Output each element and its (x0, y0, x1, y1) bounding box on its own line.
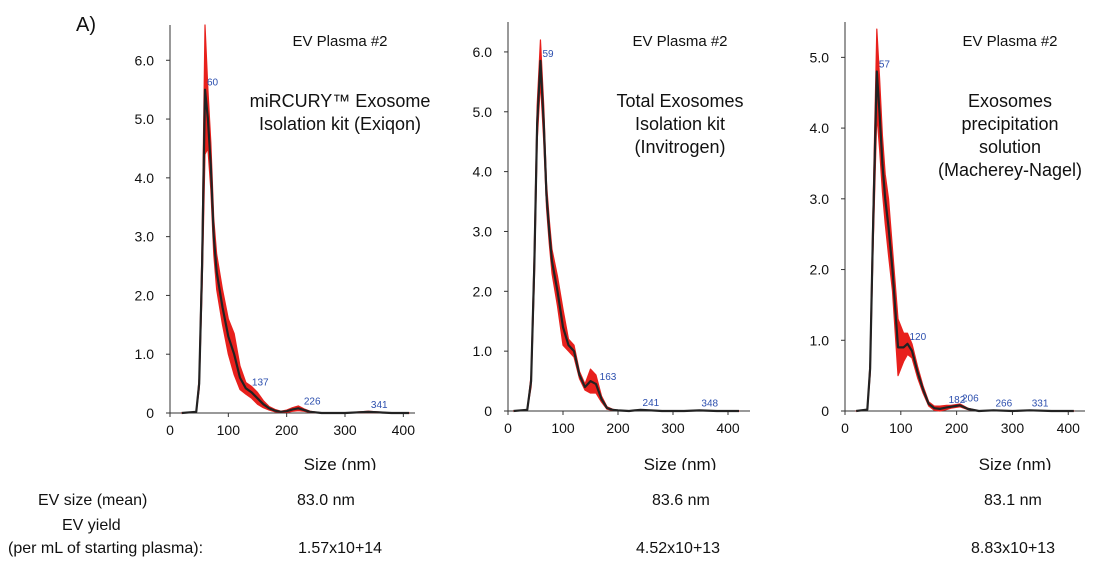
ev-yield-value-2: 4.52x10+13 (636, 540, 721, 557)
ev-size-value-2: 83.6 nm (652, 492, 710, 509)
y-tick-label: 3.0 (473, 223, 493, 239)
peak-label: 241 (643, 398, 660, 409)
peak-label: 137 (252, 377, 269, 388)
y-tick-label: 5.0 (810, 49, 830, 65)
y-tick-label: 5.0 (135, 111, 155, 127)
error-band (181, 24, 410, 414)
y-tick-label: 1.0 (473, 343, 493, 359)
x-axis-label: Size (nm) (304, 455, 377, 470)
method-label: (Macherey-Nagel) (938, 160, 1082, 180)
ev-yield-value-3: 8.83x10+13 (971, 540, 1056, 557)
chart-title: EV Plasma #2 (632, 33, 727, 50)
mean-line (856, 70, 1074, 413)
x-tick-label: 100 (217, 422, 241, 438)
method-label: Exosomes (968, 91, 1052, 111)
peak-label: 206 (962, 393, 979, 404)
x-axis-label: Size (nm) (644, 455, 717, 470)
mean-line (181, 88, 410, 415)
ev-yield-value-1: 1.57x10+14 (298, 540, 383, 557)
peak-label: 348 (701, 398, 718, 409)
method-label: Total Exosomes (616, 91, 743, 111)
method-label: Isolation kit (635, 114, 725, 134)
x-tick-label: 200 (606, 420, 630, 436)
x-tick-label: 200 (275, 422, 299, 438)
chart-3: 0 1.0 2.0 3.0 4.0 5.0 0 100 200 300 400 57 120 182206… (810, 22, 1085, 470)
chart-title: EV Plasma #2 (292, 33, 387, 50)
y-tick-label: 6.0 (135, 52, 155, 68)
y-tick-label: 0 (484, 403, 492, 419)
y-tick-label: 3.0 (135, 229, 155, 245)
x-tick-label: 300 (661, 420, 685, 436)
panel-label: A) (76, 14, 96, 36)
chart-title: EV Plasma #2 (962, 33, 1057, 50)
x-tick-label: 200 (945, 420, 969, 436)
ev-yield-row-label: EV yield (62, 517, 121, 534)
chart-1: 0 1.0 2.0 3.0 4.0 5.0 6.0 0 100 200 300 400 60 137 226… (135, 24, 431, 470)
y-tick-label: 0 (821, 403, 829, 419)
x-tick-label: 400 (1057, 420, 1081, 436)
ev-size-value-1: 83.0 nm (297, 492, 355, 509)
x-tick-label: 300 (1001, 420, 1025, 436)
y-tick-label: 4.0 (810, 120, 830, 136)
x-tick-label: 0 (504, 420, 512, 436)
peak-label: 331 (1032, 398, 1049, 409)
x-tick-label: 0 (841, 420, 849, 436)
peak-label: 59 (542, 49, 554, 60)
x-tick-label: 400 (716, 420, 740, 436)
chart-2: 0 1.0 2.0 3.0 4.0 5.0 6.0 0 100 200 300 400 59 163 241… (473, 22, 750, 470)
method-label: (Invitrogen) (634, 137, 725, 157)
x-tick-label: 300 (333, 422, 357, 438)
method-label: miRCURY™ Exosome (250, 91, 431, 111)
x-tick-label: 100 (889, 420, 913, 436)
y-tick-label: 5.0 (473, 104, 493, 120)
y-tick-label: 2.0 (135, 287, 155, 303)
peak-label: 266 (995, 398, 1012, 409)
method-label: Isolation kit (Exiqon) (259, 114, 421, 134)
y-tick-label: 1.0 (135, 346, 155, 362)
y-tick-label: 2.0 (810, 262, 830, 278)
x-tick-label: 100 (551, 420, 575, 436)
ev-size-row-label: EV size (mean) (38, 492, 148, 509)
peak-label: 60 (207, 78, 219, 89)
y-tick-label: 4.0 (135, 170, 155, 186)
peak-label: 226 (304, 396, 321, 407)
peak-label: 182 (949, 395, 966, 406)
x-tick-label: 0 (166, 422, 174, 438)
ev-yield-row-sublabel: (per mL of starting plasma): (8, 540, 204, 557)
charts-canvas: 0 1.0 2.0 3.0 4.0 5.0 6.0 0 100 200 300 400 60 137 226… (135, 22, 1085, 470)
y-tick-label: 4.0 (473, 164, 493, 180)
method-label: solution (979, 137, 1041, 157)
error-band (855, 28, 1075, 412)
y-tick-label: 3.0 (810, 191, 830, 207)
mean-line (513, 59, 739, 413)
y-tick-label: 1.0 (810, 332, 830, 348)
peak-label: 120 (910, 332, 927, 343)
method-label: precipitation (961, 114, 1058, 134)
ev-size-value-3: 83.1 nm (984, 492, 1042, 509)
x-axis-label: Size (nm) (979, 455, 1052, 470)
peak-label: 163 (600, 372, 617, 383)
x-tick-label: 400 (392, 422, 416, 438)
peak-label: 341 (371, 400, 388, 411)
y-tick-label: 0 (146, 405, 154, 421)
y-tick-label: 2.0 (473, 283, 493, 299)
peak-label: 57 (879, 60, 891, 71)
y-tick-label: 6.0 (473, 44, 493, 60)
